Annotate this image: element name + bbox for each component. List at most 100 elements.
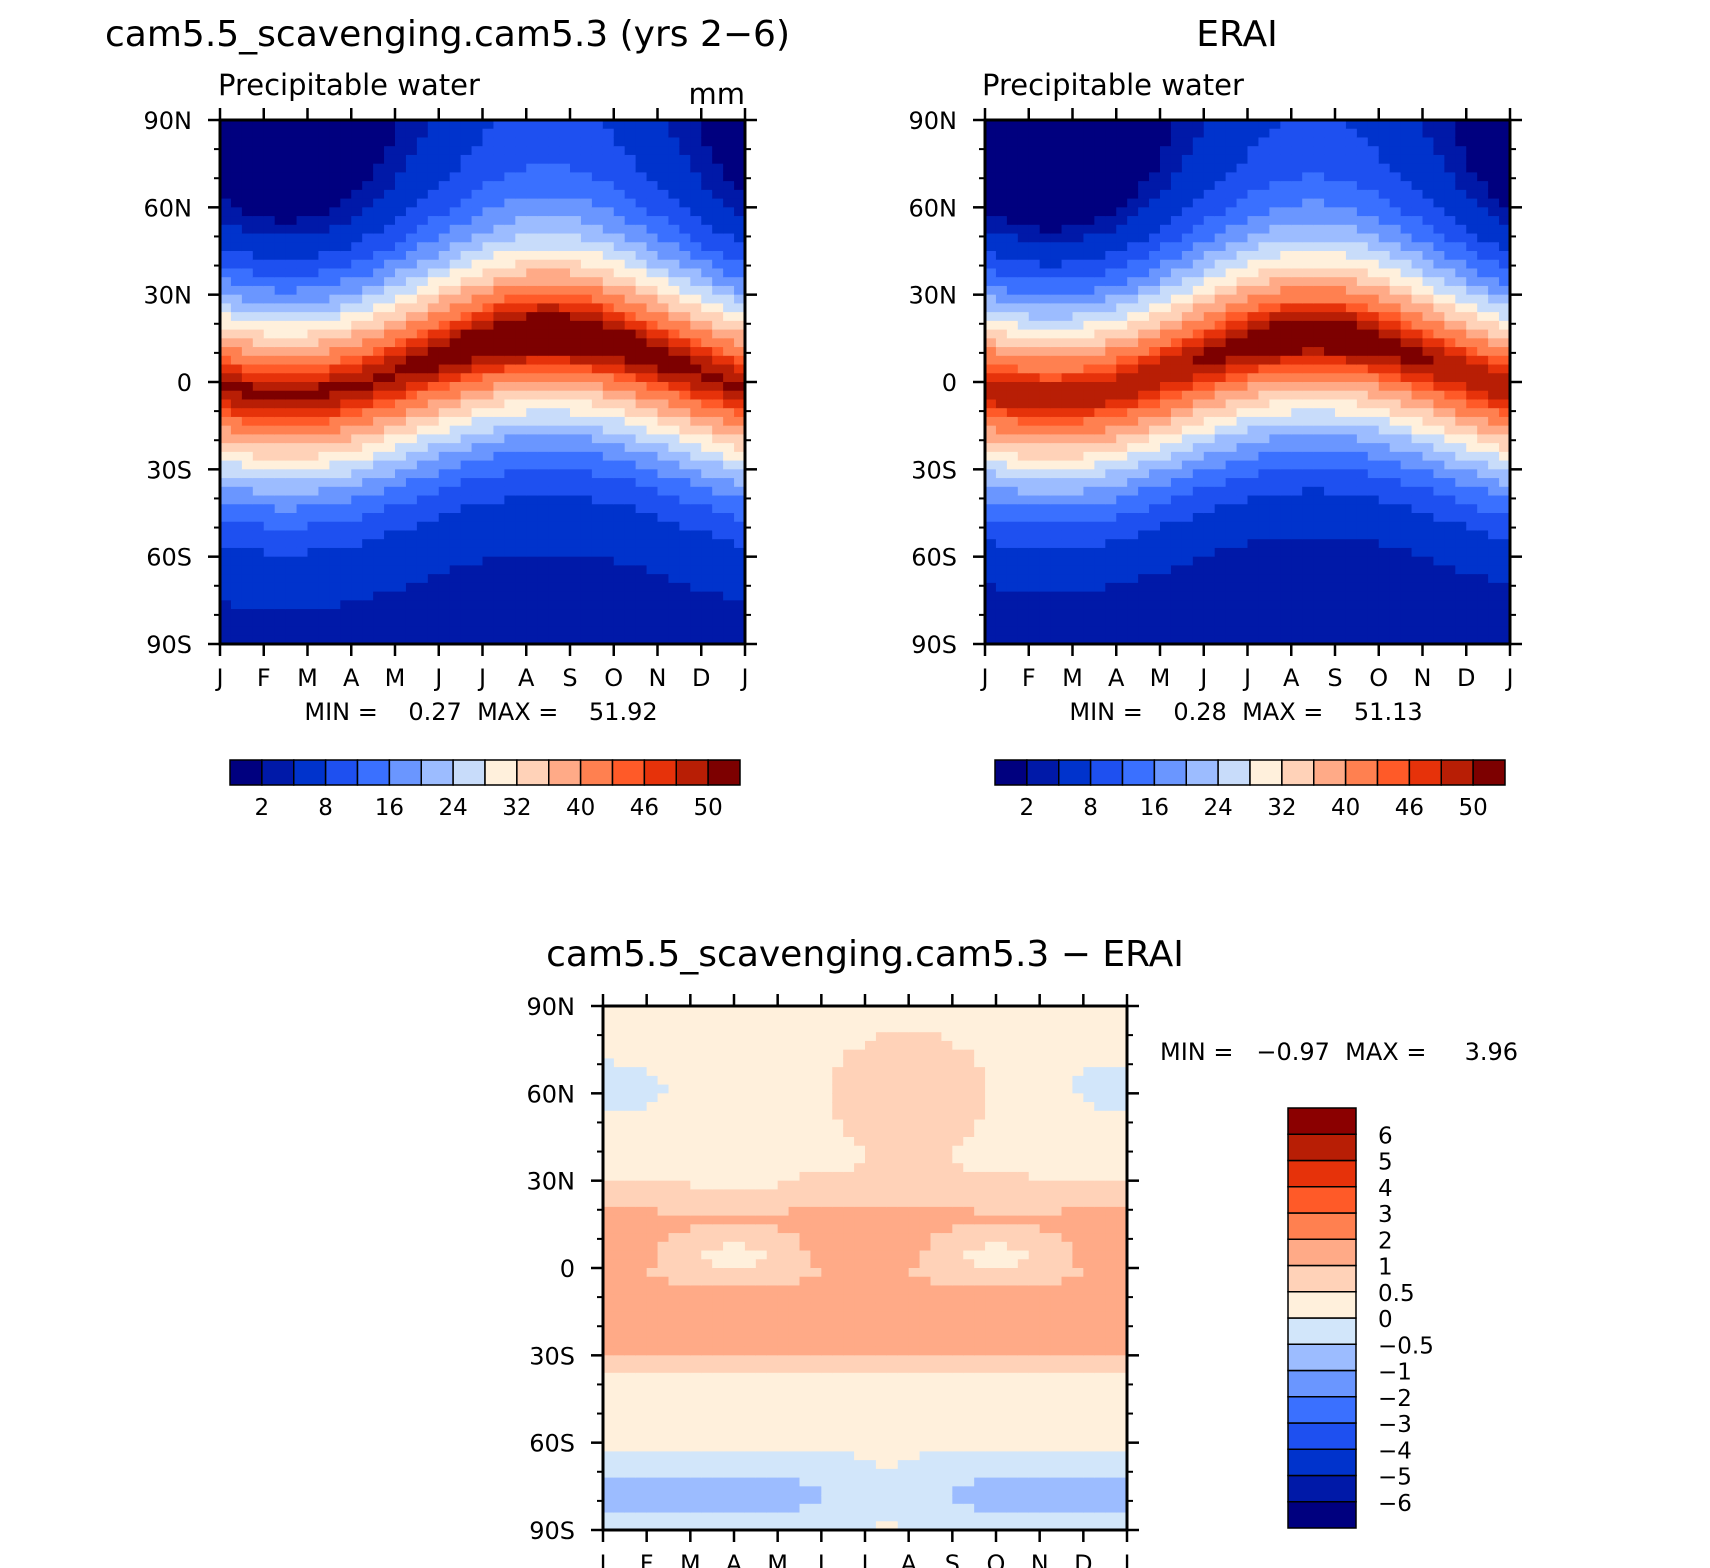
field-cell (1225, 120, 1238, 130)
field-cell (460, 495, 473, 505)
field-cell (395, 312, 407, 322)
field-cell (1006, 469, 1019, 479)
field-cell (668, 189, 680, 200)
field-cell (690, 416, 702, 427)
field-cell (657, 294, 670, 304)
field-cell (679, 312, 691, 322)
field-cell (1149, 434, 1161, 444)
field-cell (1225, 198, 1238, 208)
field-cell (602, 128, 615, 139)
field-cell (395, 338, 407, 348)
field-cell (679, 355, 691, 366)
field-cell (362, 233, 374, 243)
field-cell (395, 259, 407, 270)
field-cell (405, 521, 418, 532)
field-cell (1006, 268, 1019, 278)
field-cell (1017, 338, 1030, 348)
field-cell (1170, 128, 1183, 139)
field-cell (427, 216, 440, 226)
field-cell (427, 268, 440, 278)
field-cell (263, 181, 276, 191)
field-cell (1225, 617, 1238, 628)
field-cell (427, 312, 440, 322)
field-cell (1039, 172, 1052, 182)
field-cell (1324, 565, 1336, 575)
field-cell (657, 373, 670, 383)
field-cell (241, 189, 254, 200)
field-cell (1039, 364, 1052, 374)
field-cell (1094, 486, 1106, 497)
field-cell (1192, 547, 1205, 558)
field-cell (1291, 242, 1303, 252)
field-cell (1258, 582, 1270, 593)
field-cell (438, 425, 451, 435)
field-cell (405, 582, 418, 593)
field-cell (329, 233, 341, 243)
field-cell (1280, 635, 1292, 645)
field-cell (1061, 137, 1074, 147)
field-cell (416, 416, 429, 427)
field-cell (526, 154, 538, 165)
field-cell (1335, 626, 1347, 636)
field-cell (734, 198, 746, 208)
field-cell (701, 364, 713, 374)
field-cell (449, 216, 462, 226)
field-cell (668, 277, 680, 287)
field-cell (252, 547, 265, 558)
field-cell (985, 443, 997, 453)
field-cell (1127, 120, 1139, 130)
field-cell (624, 259, 637, 270)
field-cell (701, 495, 713, 505)
field-cell (1269, 329, 1281, 339)
field-cell (416, 259, 429, 270)
field-cell (340, 635, 352, 645)
field-cell (1236, 172, 1249, 182)
field-cell (690, 626, 702, 636)
field-cell (395, 399, 407, 409)
field-cell (690, 582, 702, 593)
field-cell (548, 609, 560, 619)
field-cell (712, 216, 724, 226)
field-cell (1181, 478, 1194, 488)
field-cell (995, 329, 1008, 339)
field-cell (1170, 390, 1183, 401)
field-cell (526, 460, 538, 470)
field-cell (274, 617, 287, 628)
field-cell (602, 425, 615, 435)
field-cell (373, 189, 385, 200)
field-cell (1028, 556, 1041, 566)
field-cell (318, 320, 330, 331)
field-cell (263, 364, 276, 374)
field-cell (1039, 216, 1052, 226)
field-cell (624, 285, 637, 296)
field-cell (1116, 312, 1128, 322)
field-cell (570, 513, 582, 523)
field-cell (570, 355, 582, 366)
panel-model: cam5.5_scavenging.cam5.3 (yrs 2−6) Preci… (105, 14, 790, 821)
field-cell (1324, 120, 1336, 130)
field-cell (1105, 486, 1117, 497)
field-cell (537, 268, 549, 278)
field-cell (723, 513, 735, 523)
field-cell (416, 181, 429, 191)
field-cell (405, 513, 418, 523)
field-cell (1280, 277, 1292, 287)
field-cell (340, 189, 352, 200)
field-cell (985, 233, 997, 243)
field-cell (263, 451, 276, 462)
field-cell (395, 181, 407, 191)
field-cell (482, 120, 495, 130)
field-cell (384, 600, 396, 610)
field-cell (1181, 137, 1194, 147)
field-cell (1127, 355, 1139, 366)
field-cell (1269, 207, 1281, 217)
field-cell (1149, 565, 1161, 575)
field-cell (1225, 547, 1238, 558)
field-cell (1335, 303, 1347, 313)
field-cell (1203, 434, 1216, 444)
field-cell (241, 609, 254, 619)
field-cell (624, 478, 637, 488)
field-cell (734, 600, 746, 610)
field-cell (1313, 338, 1325, 348)
field-cell (1116, 329, 1128, 339)
